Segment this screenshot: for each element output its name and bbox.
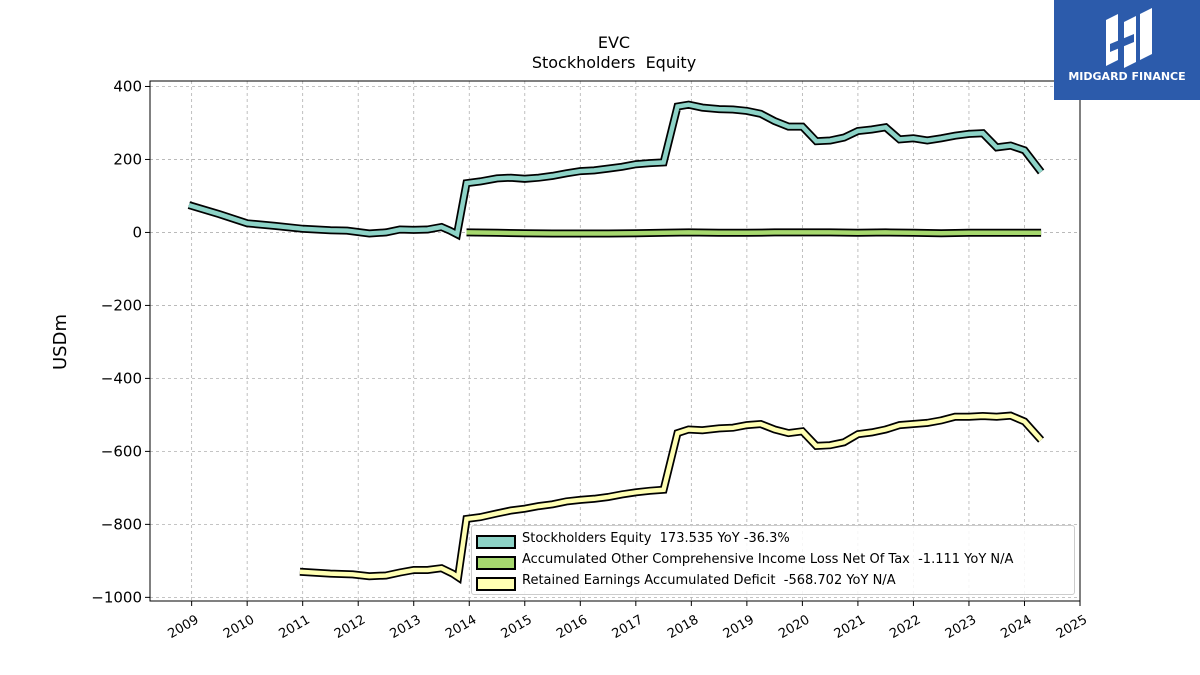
x-tick-label: 2023 [943,612,979,642]
y-tick-label: −1000 [91,588,142,606]
legend-label: Retained Earnings Accumulated Deficit -5… [522,573,896,588]
x-tick-label: 2018 [665,612,701,642]
y-tick-label: −200 [101,296,142,314]
x-tick-label: 2011 [277,612,313,642]
x-tick-label: 2016 [554,612,590,642]
legend-item-retained-earnings: Retained Earnings Accumulated Deficit -5… [476,571,1066,591]
y-tick-label: 0 [132,223,142,241]
x-tick-label: 2022 [887,612,923,642]
x-tick-label: 2014 [443,612,479,642]
y-tick-label: −800 [101,515,142,533]
y-tick-label: 200 [113,150,142,168]
chart-legend: Stockholders Equity 173.535 YoY -36.3% A… [471,525,1075,595]
logo-text: MIDGARD FINANCE [1068,70,1186,83]
x-tick-label: 2015 [499,612,535,642]
series-line-0 [188,102,1043,238]
x-tick-label: 2020 [776,612,812,642]
x-tick-label: 2025 [1054,612,1090,642]
series-line-1 [466,230,1042,236]
x-tick-label: 2012 [332,612,368,642]
chart-subtitle: Stockholders Equity [532,53,696,72]
legend-item-aoci: Accumulated Other Comprehensive Income L… [476,550,1066,570]
axes-frame [149,80,1081,602]
series-layer [187,100,1045,585]
grid-layer [150,81,1081,601]
x-tick-label: 2019 [721,612,757,642]
x-tick-label: 2024 [998,612,1034,642]
legend-item-stockholders-equity: Stockholders Equity 173.535 YoY -36.3% [476,529,1066,549]
y-tick-label: −600 [101,442,142,460]
legend-label: Accumulated Other Comprehensive Income L… [522,552,1014,567]
y-tick-label: 400 [113,77,142,95]
legend-swatch [476,535,516,549]
logo-mark-icon [1106,8,1152,68]
y-axis-label: USDm [50,314,71,370]
legend-swatch [476,577,516,591]
brand-logo: MIDGARD FINANCE [1054,0,1200,100]
x-tick-label: 2017 [610,612,646,642]
legend-label: Stockholders Equity 173.535 YoY -36.3% [522,531,790,546]
y-tick-label: −400 [101,369,142,387]
x-tick-label: 2021 [832,612,868,642]
x-tick-label: 2009 [165,612,201,642]
series-line-2 [299,413,1043,582]
chart-title: EVC [598,33,630,52]
x-tick-label: 2013 [388,612,424,642]
legend-swatch [476,556,516,570]
x-tick-label: 2010 [221,612,257,642]
